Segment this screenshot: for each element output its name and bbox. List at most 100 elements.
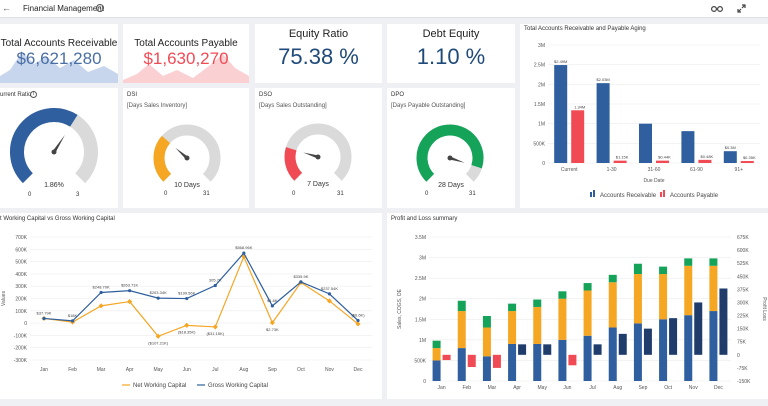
legend-label: Accounts Receivable xyxy=(600,193,657,199)
gauge-value: 28 Days xyxy=(438,182,464,189)
x-tick-label: 31-60 xyxy=(648,167,661,173)
stacked-bar xyxy=(558,291,567,299)
stacked-bar xyxy=(558,339,567,381)
glasses-icon[interactable] xyxy=(711,5,723,13)
legend-swatch xyxy=(590,192,592,197)
kpi-card-receivable: Total Accounts Receivable $6,621,280 xyxy=(0,24,118,83)
gauge-card-dso: DSO [Days Sales Outstanding] 7 Days 0 31 xyxy=(255,88,382,208)
gauge-hub xyxy=(447,155,453,161)
stacked-bar xyxy=(457,348,466,381)
legend-swatch xyxy=(660,192,662,197)
bar xyxy=(656,160,669,163)
stacked-bar xyxy=(583,290,592,336)
gauge-fill xyxy=(10,108,78,184)
stacked-bar xyxy=(659,274,668,320)
dpo-gauge xyxy=(416,124,484,182)
kpi-title: Total Accounts Payable xyxy=(134,38,238,49)
stacked-bar xyxy=(482,327,491,357)
data-point xyxy=(128,289,132,293)
y2-tick-label: 600K xyxy=(737,248,749,254)
x-tick-label: Oct xyxy=(664,385,672,391)
info-icon[interactable]: i xyxy=(30,91,37,98)
y-axis-label: Values xyxy=(1,291,7,306)
series-line xyxy=(43,252,359,322)
data-point xyxy=(185,296,189,301)
kpi-value: 75.38 % xyxy=(278,44,359,69)
y2-tick-label: 525K xyxy=(737,261,749,267)
bar xyxy=(639,123,652,163)
kpi-card-equity-ratio: Equity Ratio 75.38 % xyxy=(255,24,382,83)
y2-tick-label: 675K xyxy=(737,235,749,241)
y-tick-label: 500K xyxy=(533,141,545,147)
stacked-bar xyxy=(709,265,718,312)
stacked-bar xyxy=(558,298,567,340)
stacked-bar xyxy=(659,266,668,275)
stacked-bar xyxy=(633,323,642,381)
x-tick-label: Feb xyxy=(68,367,77,373)
x-axis-label: Due Date xyxy=(643,178,664,184)
data-label: ($6.6K) xyxy=(351,313,365,318)
stacked-bar xyxy=(457,300,466,312)
gauge-card-current-ratio: urrent Ratio i 1.86% 0 3 xyxy=(0,88,118,208)
data-label: $0.48K xyxy=(701,154,714,159)
y-tick-label: 3M xyxy=(419,256,426,262)
x-tick-label: Jan xyxy=(40,367,48,373)
profit-bar xyxy=(467,354,476,368)
x-tick-label: 61-90 xyxy=(690,167,703,173)
y2-tick-label: 375K xyxy=(737,287,749,293)
y2-tick-label: 450K xyxy=(737,274,749,280)
stacked-bar xyxy=(432,348,441,361)
gauge-title: DSO xyxy=(259,92,273,98)
gauge-hub xyxy=(51,149,57,155)
bar xyxy=(698,159,712,163)
expand-icon[interactable] xyxy=(737,4,746,13)
data-label: 1.34M xyxy=(574,104,585,109)
stacked-bar xyxy=(608,274,617,283)
legend-label: Net Working Capital xyxy=(133,383,186,389)
x-tick-label: Apr xyxy=(126,367,134,373)
data-point xyxy=(242,251,246,255)
y-tick-label: 2M xyxy=(419,297,426,303)
gauge-hub xyxy=(315,154,321,160)
kpi-value: $1,630,270 xyxy=(143,49,229,68)
stacked-bar xyxy=(608,327,617,381)
x-tick-label: Oct xyxy=(297,367,305,373)
gauge-hub xyxy=(184,155,190,161)
y-tick-label: 1M xyxy=(419,338,426,344)
y-tick-label: 0 xyxy=(423,379,426,385)
data-point xyxy=(327,292,332,296)
legend-label: Gross Working Capital xyxy=(208,383,268,389)
dsi-gauge xyxy=(153,124,221,182)
legend-swatch xyxy=(593,190,595,197)
data-label: $199.56K xyxy=(178,291,195,296)
x-tick-label: May xyxy=(538,385,548,391)
gauge-title: DPO xyxy=(391,92,405,98)
page-title: Financial Management xyxy=(23,4,104,13)
kpi-card-payable: Total Accounts Payable $1,630,270 xyxy=(123,24,249,83)
stacked-bar xyxy=(432,360,441,381)
y-tick-label: 3.5M xyxy=(415,235,426,241)
data-label: $203.34K xyxy=(150,290,167,295)
y-tick-label: 0 xyxy=(542,161,545,167)
x-tick-label: Jun xyxy=(563,385,571,391)
legend-label: Accounts Payable xyxy=(670,193,719,199)
x-tick-label: Apr xyxy=(513,385,521,391)
back-icon[interactable]: ← xyxy=(2,3,11,13)
gauge-needle xyxy=(303,152,319,159)
data-point xyxy=(270,304,274,308)
data-label: 50K xyxy=(519,338,526,343)
stacked-bar xyxy=(684,315,693,381)
stacked-bar xyxy=(709,258,718,266)
data-point xyxy=(326,298,333,304)
y-tick-label: 0 xyxy=(24,321,27,327)
info-icon[interactable]: i xyxy=(96,4,104,12)
data-point xyxy=(184,322,190,328)
data-label: $18K xyxy=(68,313,78,318)
data-label: $248.70K xyxy=(93,285,110,290)
aging-chart: 0 500K 1M 1.5M 2M 2.5M 3M Current $2.49M 1.34M 1-3… xyxy=(533,43,760,199)
y-tick-label: 2.5M xyxy=(415,276,426,282)
gauge-needle xyxy=(175,147,189,160)
data-label: ($18.35K) xyxy=(178,329,196,334)
y-tick-label: 2M xyxy=(538,82,545,88)
stacked-bar xyxy=(583,283,592,291)
